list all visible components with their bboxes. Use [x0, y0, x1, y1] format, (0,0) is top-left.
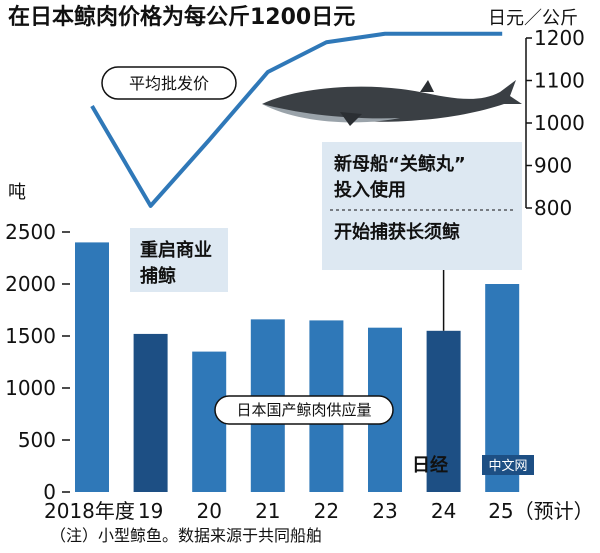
x-tick-label-7: 25（预计）	[488, 499, 593, 523]
watermark-tag: 中文网	[488, 459, 527, 474]
right-axis-unit: 日元／公斤	[488, 8, 578, 29]
x-tick-label-6: 24	[431, 499, 456, 523]
left-tick-label-4: 2000	[5, 272, 56, 296]
left-tick-label-0: 0	[43, 480, 56, 504]
right-tick-label-3: 1100	[534, 69, 585, 93]
annotation-line-2: 投入使用	[334, 179, 406, 201]
chart-title: 在日本鲸肉价格为每公斤1200日元	[8, 4, 355, 30]
annotation-restart-whaling: 重启商业 捕鲸	[130, 228, 228, 292]
annotation-line-1: 重启商业	[140, 239, 212, 261]
right-tick-label-1: 900	[534, 154, 572, 178]
price-line-label: 平均批发价	[101, 66, 237, 100]
price-line	[90, 31, 503, 208]
right-tick-label-4: 1200	[534, 26, 585, 50]
left-tick-label-3: 1500	[5, 324, 56, 348]
bar-0	[75, 242, 109, 492]
left-axis-unit: 吨	[8, 182, 26, 203]
x-axis-ticks: 2018年度 19 20 21 22 23 24 25（预计）	[44, 499, 594, 523]
whale-icon	[262, 80, 522, 126]
right-tick-label-2: 1000	[534, 111, 585, 135]
right-tick-label-0: 800	[534, 196, 572, 220]
left-tick-label-1: 500	[18, 428, 56, 452]
left-axis-ticks: 0 500 1000 1500 2000 2500	[5, 220, 70, 504]
x-tick-label-3: 21	[255, 499, 280, 523]
legend: 日本国产鲸肉供应量	[214, 395, 394, 425]
bar-1	[133, 333, 168, 492]
bar-6	[426, 330, 461, 492]
annotation-new-ship: 新母船“关鲸丸” 投入使用 开始捕获长须鲸	[322, 142, 522, 270]
x-tick-label-5: 23	[372, 499, 397, 523]
watermark-logo: 日经	[412, 454, 448, 476]
price-line-label-text: 平均批发价	[129, 74, 209, 93]
left-tick-label-2: 1000	[5, 376, 56, 400]
watermark: 日经 中文网	[412, 454, 534, 476]
right-axis: 800 900 1000 1100 1200	[525, 26, 585, 220]
annotation-box	[322, 142, 522, 270]
left-tick-label-5: 2500	[5, 220, 56, 244]
annotation-line-1: 新母船“关鲸丸”	[334, 153, 466, 175]
legend-label: 日本国产鲸肉供应量	[236, 401, 371, 419]
annotation-line-3: 开始捕获长须鲸	[334, 221, 460, 243]
source-note: （注）小型鲸鱼。数据来源于共同船舶	[50, 526, 322, 545]
x-tick-label-2: 20	[196, 499, 221, 523]
annotation-box	[130, 228, 228, 292]
x-tick-label-4: 22	[314, 499, 339, 523]
annotation-line-2: 捕鲸	[140, 265, 176, 287]
x-tick-label-0: 2018年度	[44, 499, 135, 523]
x-tick-label-1: 19	[138, 499, 163, 523]
